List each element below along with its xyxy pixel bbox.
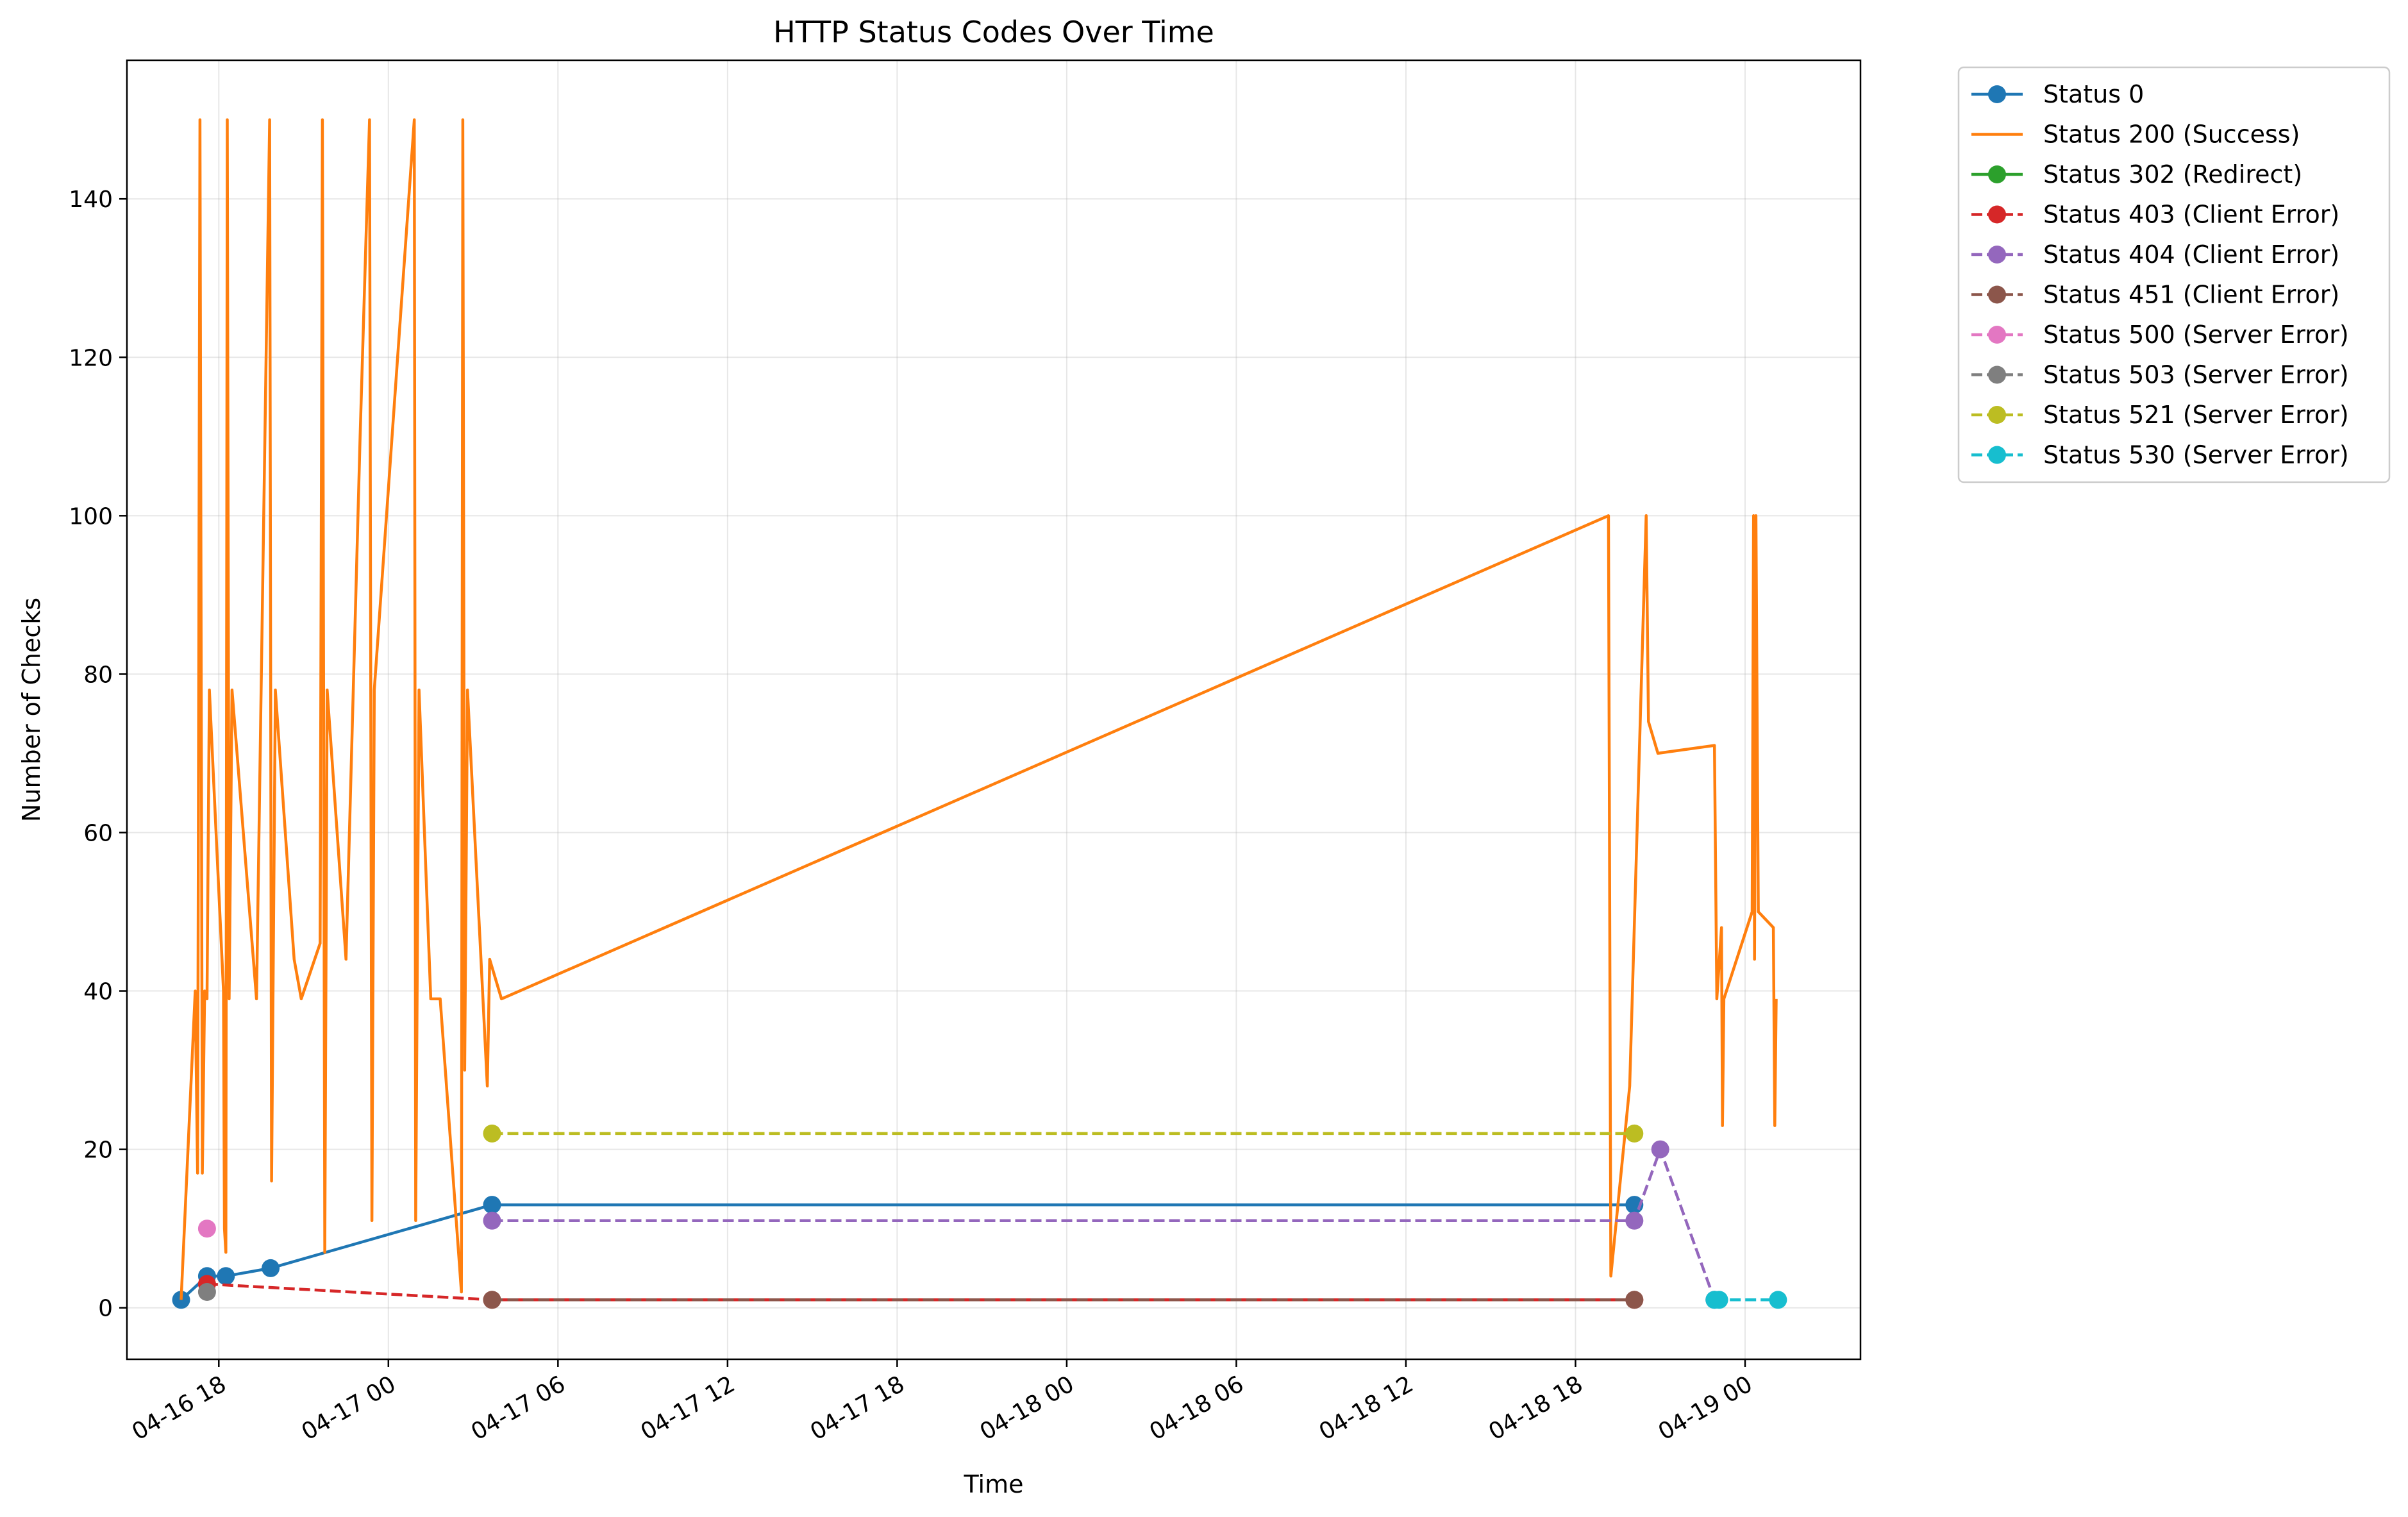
legend-label: Status 302 (Redirect) [2043, 160, 2302, 189]
legend-swatch-marker [1988, 85, 2006, 103]
y-tick-label: 60 [83, 820, 113, 846]
legend-label: Status 0 [2043, 80, 2144, 108]
series-line [180, 118, 1778, 1300]
data-point [197, 1283, 216, 1301]
plot-area [126, 59, 1862, 1361]
data-point [217, 1267, 235, 1286]
data-point [1625, 1211, 1644, 1230]
legend-label: Status 500 (Server Error) [2043, 321, 2349, 349]
data-point [1769, 1291, 1787, 1309]
legend-swatch-marker [1988, 246, 2006, 264]
data-point [1710, 1291, 1728, 1309]
legend-item: Status 451 (Client Error) [1971, 281, 2339, 309]
legend-item: Status 302 (Redirect) [1971, 160, 2302, 189]
plot-background [127, 60, 1860, 1359]
legend-item: Status 530 (Server Error) [1971, 441, 2349, 469]
legend-item: Status 521 (Server Error) [1971, 401, 2349, 429]
y-tick-label: 100 [69, 503, 113, 530]
legend-label: Status 404 (Client Error) [2043, 240, 2339, 269]
legend-item: Status 503 (Server Error) [1971, 361, 2349, 389]
legend-box [1957, 66, 2391, 483]
series-5 [483, 1291, 1644, 1309]
data-point [483, 1196, 501, 1214]
data-point [1651, 1140, 1669, 1159]
data-point [483, 1211, 501, 1230]
y-tick-label: 80 [83, 662, 113, 688]
legend-swatch-marker [1988, 365, 2006, 384]
series-1 [180, 118, 1778, 1300]
x-axis-label: Time [964, 1470, 1024, 1498]
legend: Status 0 Status 200 (Success) Status 302 (… [1957, 66, 2391, 483]
y-axis: 0 20 40 60 80 100 120 140 [69, 187, 127, 1322]
y-tick-label: 20 [83, 1137, 113, 1164]
legend-swatch-marker [1988, 406, 2006, 424]
legend-swatch-marker [1988, 446, 2006, 464]
y-tick-label: 40 [83, 979, 113, 1005]
legend-label: Status 521 (Server Error) [2043, 401, 2349, 429]
series-6 [197, 1219, 216, 1238]
legend-label: Status 503 (Server Error) [2043, 361, 2349, 389]
legend-swatch-marker [1988, 165, 2006, 183]
series-9 [1705, 1291, 1787, 1309]
legend-item: Status 403 (Client Error) [1971, 201, 2339, 229]
data-point [1625, 1291, 1644, 1309]
data-point [483, 1291, 501, 1309]
series-line [492, 1148, 1716, 1301]
data-point [1625, 1124, 1644, 1143]
legend-item: Status 500 (Server Error) [1971, 321, 2349, 349]
legend-label: Status 200 (Success) [2043, 121, 2300, 149]
data-point [483, 1124, 501, 1143]
legend-item: Status 0 [1971, 80, 2144, 108]
legend-item: Status 404 (Client Error) [1971, 240, 2339, 269]
legend-label: Status 403 (Client Error) [2043, 201, 2339, 229]
y-tick-label: 0 [98, 1296, 113, 1322]
series-layer [172, 118, 1787, 1309]
legend-swatch-marker [1988, 205, 2006, 224]
series-8 [483, 1124, 1644, 1143]
plot-frame [126, 59, 1862, 1361]
legend-swatch-marker [1988, 326, 2006, 344]
legend-label: Status 530 (Server Error) [2043, 441, 2349, 469]
y-tick-label: 140 [69, 187, 113, 213]
legend-swatch-marker [1988, 285, 2006, 304]
y-axis-label: Number of Checks [17, 598, 46, 822]
data-point [197, 1219, 216, 1238]
legend-item: Status 200 (Success) [1971, 121, 2300, 149]
y-tick-label: 120 [69, 345, 113, 371]
series-7 [197, 1283, 216, 1301]
data-point [262, 1259, 280, 1277]
legend-label: Status 451 (Client Error) [2043, 281, 2339, 309]
chart-title: HTTP Status Codes Over Time [773, 15, 1214, 49]
